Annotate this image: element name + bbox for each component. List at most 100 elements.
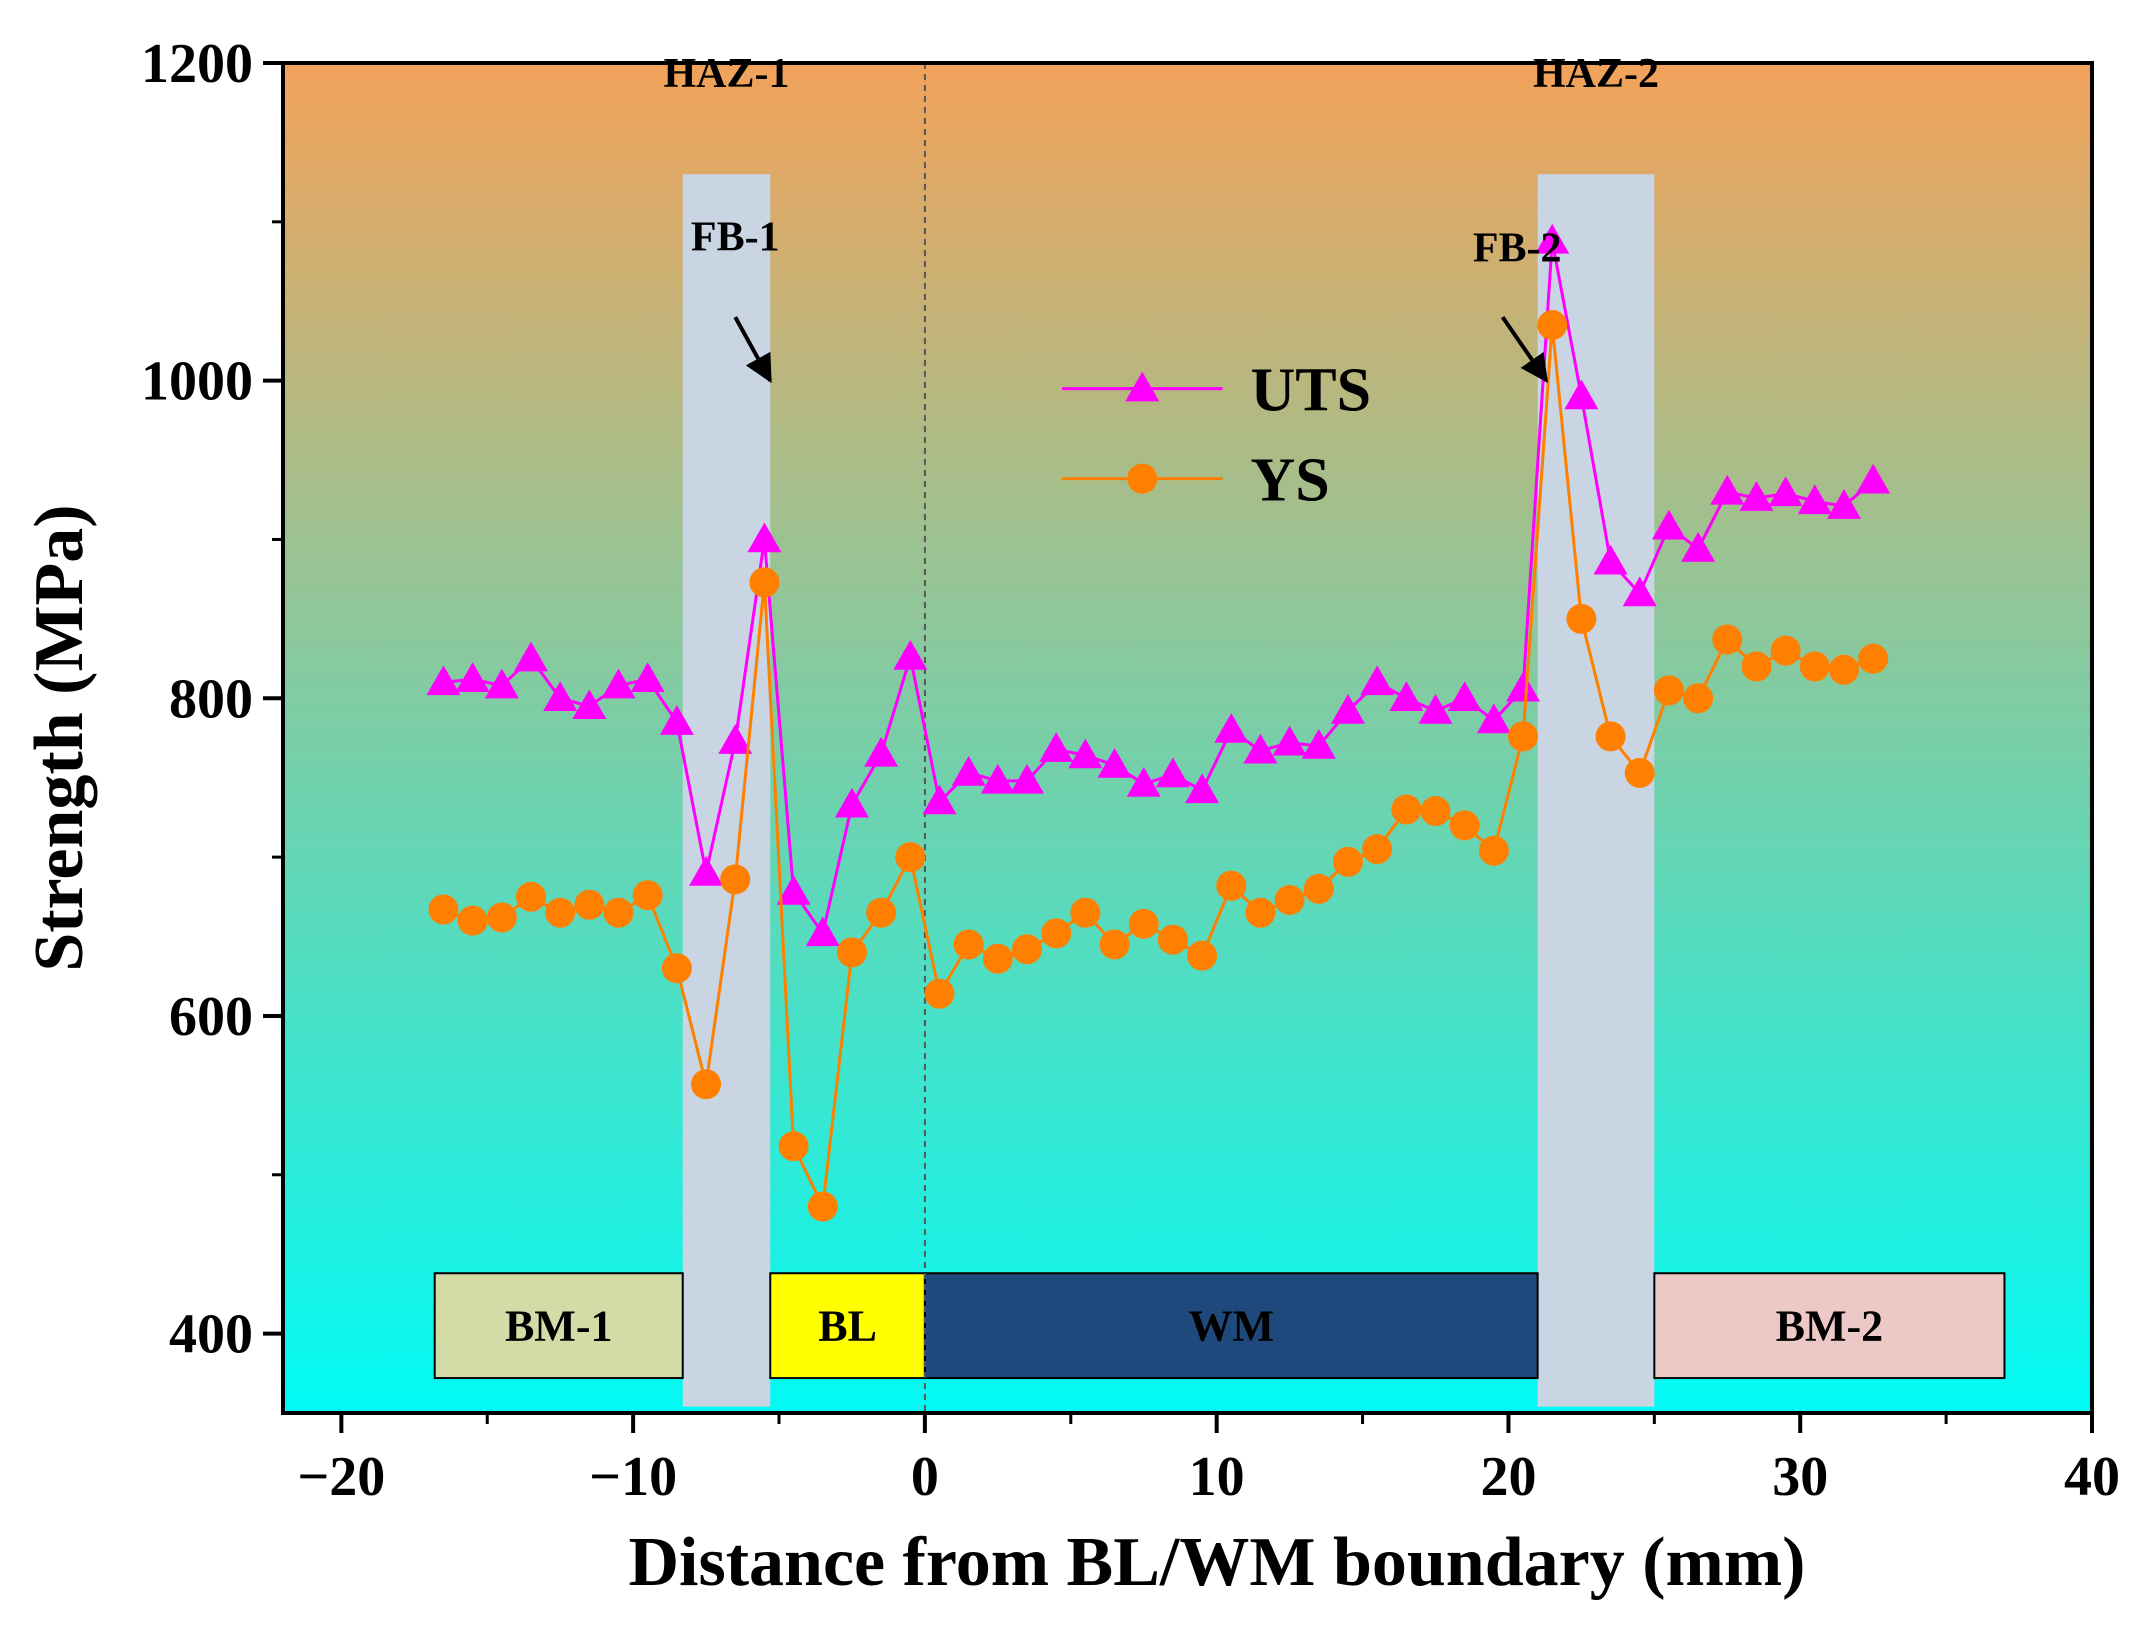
zone-box-bm-2 bbox=[1653, 1272, 2006, 1380]
data-point-ys bbox=[428, 894, 459, 925]
data-point-uts bbox=[572, 689, 607, 719]
data-point-ys bbox=[1332, 846, 1363, 877]
y-tick-label: 800 bbox=[169, 668, 253, 730]
series-layer bbox=[426, 223, 1891, 1222]
data-point-uts bbox=[1068, 738, 1103, 769]
series-uts bbox=[426, 223, 1891, 947]
data-point-ys bbox=[1157, 924, 1188, 955]
data-point-ys bbox=[1478, 835, 1509, 866]
x-axis-label: Distance from BL/WM boundary (mm) bbox=[629, 1524, 1806, 1601]
data-point-ys bbox=[1303, 873, 1334, 904]
legend-label-uts: UTS bbox=[1251, 357, 1372, 425]
y-tick-label: 1000 bbox=[141, 351, 253, 413]
data-point-uts bbox=[1856, 463, 1891, 494]
annotation-fb-1: FB-1 bbox=[691, 214, 780, 260]
zone-label-bl: BL bbox=[818, 1302, 877, 1351]
data-point-uts bbox=[1447, 681, 1482, 712]
x-tick-label: −20 bbox=[297, 1446, 385, 1508]
data-point-uts bbox=[1739, 481, 1774, 511]
zone-label-bm-2: BM-2 bbox=[1776, 1302, 1884, 1351]
data-point-uts bbox=[1243, 733, 1278, 764]
data-point-ys bbox=[574, 889, 605, 920]
y-tick-label: 600 bbox=[169, 986, 253, 1048]
data-point-ys bbox=[1741, 651, 1772, 682]
x-tick-label: 0 bbox=[911, 1446, 939, 1508]
data-point-uts bbox=[718, 724, 753, 754]
data-point-uts bbox=[1681, 532, 1716, 562]
x-tick-label: −10 bbox=[589, 1446, 677, 1508]
plot-frame bbox=[281, 61, 2094, 1415]
data-point-ys bbox=[778, 1131, 809, 1162]
data-point-uts bbox=[1330, 694, 1365, 724]
data-point-ys bbox=[1420, 796, 1451, 827]
x-tick-label: 10 bbox=[1189, 1446, 1245, 1508]
zone-label-wm: WM bbox=[1189, 1302, 1275, 1351]
data-point-uts bbox=[864, 736, 899, 767]
legend-label-ys: YS bbox=[1251, 447, 1330, 515]
data-point-ys bbox=[1391, 794, 1422, 825]
data-point-uts bbox=[1214, 713, 1249, 743]
data-point-ys bbox=[1070, 897, 1101, 928]
data-point-uts bbox=[455, 662, 490, 692]
zone-boxes: BM-1 BL WM BM-2 bbox=[433, 1272, 2006, 1380]
data-point-ys bbox=[749, 567, 780, 598]
data-point-ys bbox=[1245, 897, 1276, 928]
data-point-ys bbox=[895, 842, 926, 873]
data-point-uts bbox=[1126, 767, 1161, 797]
data-point-uts bbox=[659, 705, 694, 735]
data-point-ys bbox=[1274, 885, 1305, 915]
data-point-uts bbox=[1418, 694, 1453, 724]
y-tick-label: 400 bbox=[169, 1304, 253, 1366]
data-point-uts bbox=[1360, 665, 1395, 696]
data-point-ys bbox=[1128, 908, 1159, 939]
annotation-fb-2: FB-2 bbox=[1473, 226, 1562, 272]
data-point-uts bbox=[543, 681, 578, 712]
zone-box-wm bbox=[923, 1272, 1539, 1380]
plot-background bbox=[283, 63, 2092, 1413]
data-point-uts bbox=[1564, 379, 1599, 410]
data-point-uts bbox=[1535, 223, 1570, 254]
data-point-ys bbox=[632, 880, 663, 911]
data-point-ys bbox=[1187, 940, 1218, 971]
annotations: HAZ-1 HAZ-2 FB-1 FB-2 bbox=[663, 51, 1659, 384]
data-point-uts bbox=[1301, 728, 1336, 759]
data-point-ys bbox=[1595, 721, 1626, 752]
data-point-ys bbox=[486, 902, 517, 933]
annotation-arrow-fb-1 bbox=[733, 316, 773, 384]
data-point-uts bbox=[1622, 576, 1657, 607]
data-point-ys bbox=[953, 929, 984, 960]
data-point-uts bbox=[601, 668, 636, 699]
data-point-uts bbox=[1768, 476, 1803, 507]
data-point-ys bbox=[1770, 635, 1801, 666]
data-point-ys bbox=[1858, 643, 1889, 674]
data-point-uts bbox=[1039, 732, 1074, 762]
data-point-uts bbox=[747, 522, 782, 553]
legend-marker-uts bbox=[1125, 371, 1160, 402]
data-point-uts bbox=[426, 665, 461, 696]
data-point-uts bbox=[1389, 681, 1424, 712]
legend: UTS YS bbox=[1062, 357, 1371, 515]
x-axis: −20 −10 0 10 20 30 40 bbox=[297, 1413, 2120, 1508]
annotation-arrow-fb-2 bbox=[1500, 315, 1549, 383]
data-point-ys bbox=[457, 905, 488, 936]
data-point-uts bbox=[514, 641, 549, 672]
data-point-uts bbox=[1651, 509, 1686, 540]
data-point-uts bbox=[1826, 489, 1861, 519]
data-point-uts bbox=[1506, 671, 1541, 702]
y-axis: 400 600 800 1000 1200 bbox=[141, 33, 283, 1366]
region-label-haz-2: HAZ-2 bbox=[1533, 51, 1659, 97]
data-point-uts bbox=[630, 662, 665, 692]
data-point-ys bbox=[866, 897, 897, 928]
data-point-ys bbox=[1537, 310, 1568, 341]
data-point-uts bbox=[1010, 763, 1045, 794]
data-point-ys bbox=[836, 937, 867, 968]
data-point-uts bbox=[1593, 544, 1628, 575]
data-point-uts bbox=[1272, 725, 1307, 756]
data-point-uts bbox=[951, 755, 986, 786]
data-point-ys bbox=[1449, 810, 1480, 841]
data-point-ys bbox=[1653, 675, 1684, 706]
data-point-ys bbox=[720, 864, 751, 895]
zone-label-bm-1: BM-1 bbox=[505, 1302, 613, 1351]
data-point-uts bbox=[1476, 703, 1511, 734]
